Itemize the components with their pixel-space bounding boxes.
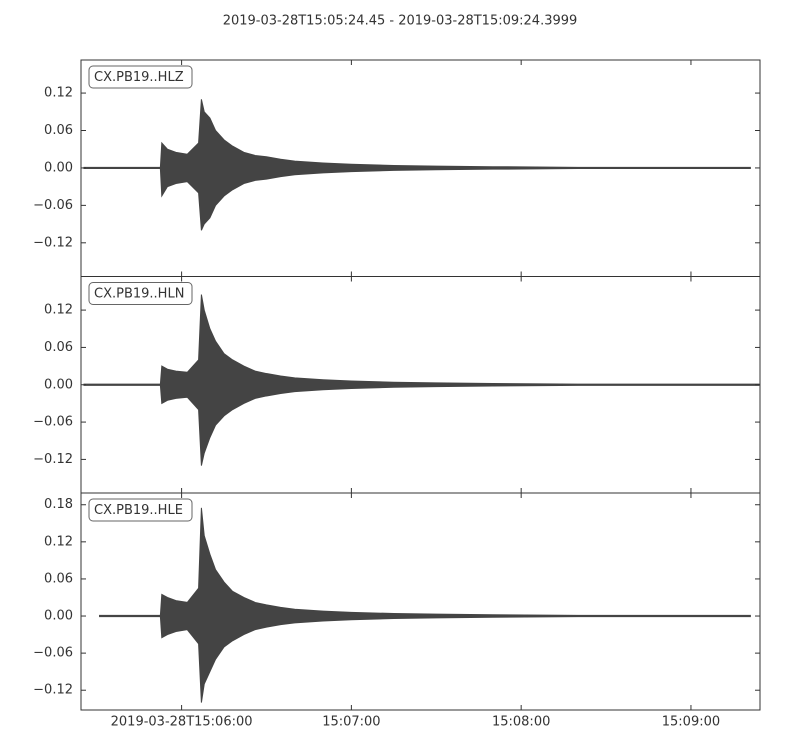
y-tick-label: 0.06 bbox=[44, 571, 73, 586]
y-tick-label: −0.06 bbox=[33, 415, 73, 430]
y-tick-label: 0.12 bbox=[44, 86, 73, 101]
trace-label: CX.PB19..HLN bbox=[94, 287, 184, 302]
waveform bbox=[99, 507, 751, 703]
y-tick-label: −0.12 bbox=[33, 683, 73, 698]
x-tick-label: 15:07:00 bbox=[322, 715, 380, 730]
trace-label-box bbox=[88, 498, 193, 522]
y-tick-label: 0.00 bbox=[44, 609, 73, 624]
x-tick-label: 2019-03-28T15:06:00 bbox=[111, 715, 253, 730]
y-tick-label: −0.06 bbox=[33, 198, 73, 213]
x-tick-label: 15:08:00 bbox=[492, 715, 550, 730]
y-tick-label: 0.12 bbox=[44, 534, 73, 549]
waveform bbox=[83, 99, 751, 231]
y-tick-label: 0.06 bbox=[44, 340, 73, 355]
trace-label-box bbox=[88, 282, 193, 305]
trace-label: CX.PB19..HLZ bbox=[94, 70, 184, 85]
chart-title: 2019-03-28T15:05:24.45 - 2019-03-28T15:0… bbox=[223, 14, 578, 29]
y-tick-label: 0.06 bbox=[44, 123, 73, 138]
trace-label-box bbox=[88, 65, 193, 89]
y-tick-label: −0.12 bbox=[33, 235, 73, 250]
x-tick-label: 15:09:00 bbox=[662, 715, 720, 730]
y-tick-label: −0.12 bbox=[33, 452, 73, 467]
y-tick-label: 0.18 bbox=[44, 497, 73, 512]
y-tick-label: −0.06 bbox=[33, 646, 73, 661]
trace-label: CX.PB19..HLE bbox=[94, 503, 183, 518]
waveform bbox=[83, 294, 760, 466]
y-tick-label: 0.00 bbox=[44, 160, 73, 175]
panel-frame bbox=[80, 492, 761, 711]
y-tick-label: 0.12 bbox=[44, 303, 73, 318]
y-tick-label: 0.00 bbox=[44, 377, 73, 392]
